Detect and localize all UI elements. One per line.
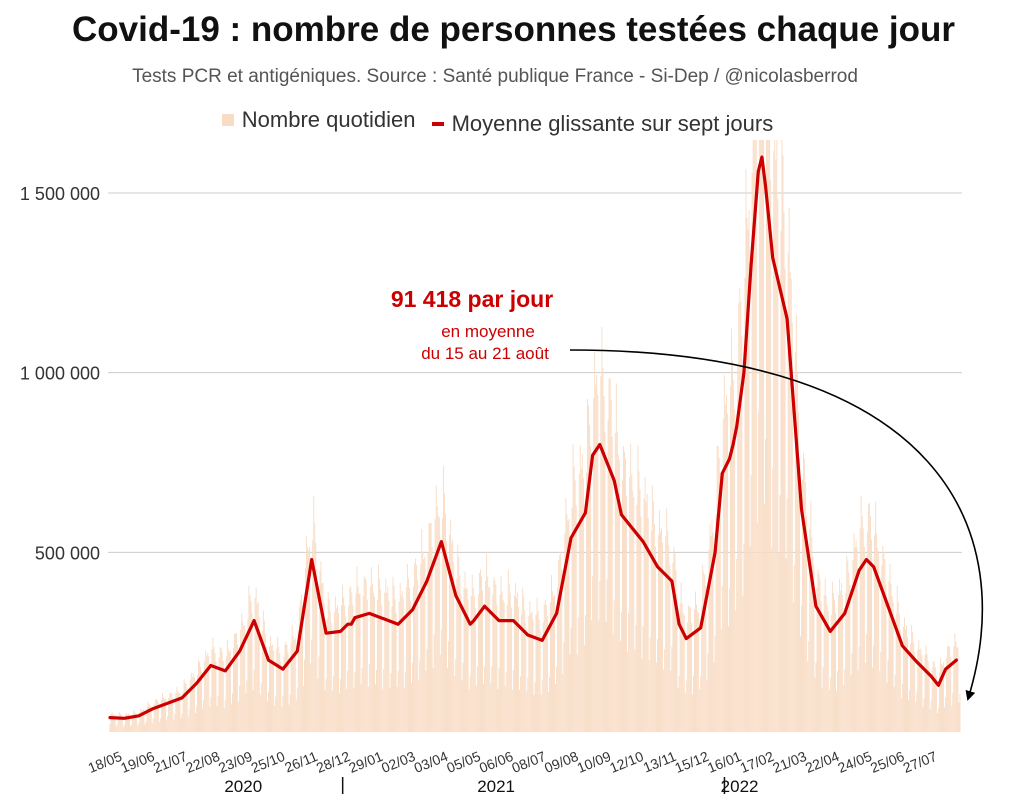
x-tick-label: 25/10 [249, 748, 288, 776]
year-label: 2021 [477, 777, 515, 796]
y-tick-label: 1 500 000 [20, 184, 100, 204]
y-tick-label: 500 000 [35, 543, 100, 563]
y-axis: 500 000 1 000 000 1 500 000 [20, 184, 100, 563]
x-tick-label: 12/10 [607, 748, 646, 776]
legend-swatch-daily [221, 114, 234, 126]
chart-subtitle: Tests PCR et antigéniques. Source : Sant… [132, 66, 858, 87]
year-label: 2022 [721, 777, 759, 796]
year-labels: 2020 2021 2022 [224, 777, 758, 796]
legend: Nombre quotidien Moyenne glissante sur s… [0, 106, 995, 137]
annotation-headline: 91 418 par jour [391, 286, 553, 312]
chart-title: Covid-19 : nombre de personnes testées c… [72, 10, 955, 49]
year-label: 2020 [224, 777, 262, 796]
average-line [108, 155, 959, 720]
annotation-arrow [569, 349, 984, 701]
annotation: 91 418 par jour en moyenne du 15 au 21 a… [391, 286, 984, 701]
legend-item-daily: Nombre quotidien [221, 107, 416, 133]
legend-label-average: Moyenne glissante sur sept jours [451, 111, 774, 136]
y-tick-label: 1 000 000 [20, 364, 100, 384]
annotation-line1: en moyenne [441, 322, 535, 341]
annotation-line2: du 15 au 21 août [421, 344, 549, 363]
gridlines [108, 192, 962, 553]
average-series [108, 155, 959, 720]
x-axis: 18/0519/0621/0722/0823/0925/1026/1128/12… [86, 748, 940, 776]
x-tick-label: 27/07 [901, 748, 940, 776]
legend-item-average: Moyenne glissante sur sept jours [431, 111, 774, 137]
legend-swatch-average [431, 122, 444, 126]
daily-bars [109, 140, 961, 732]
legend-label-daily: Nombre quotidien [241, 107, 416, 132]
